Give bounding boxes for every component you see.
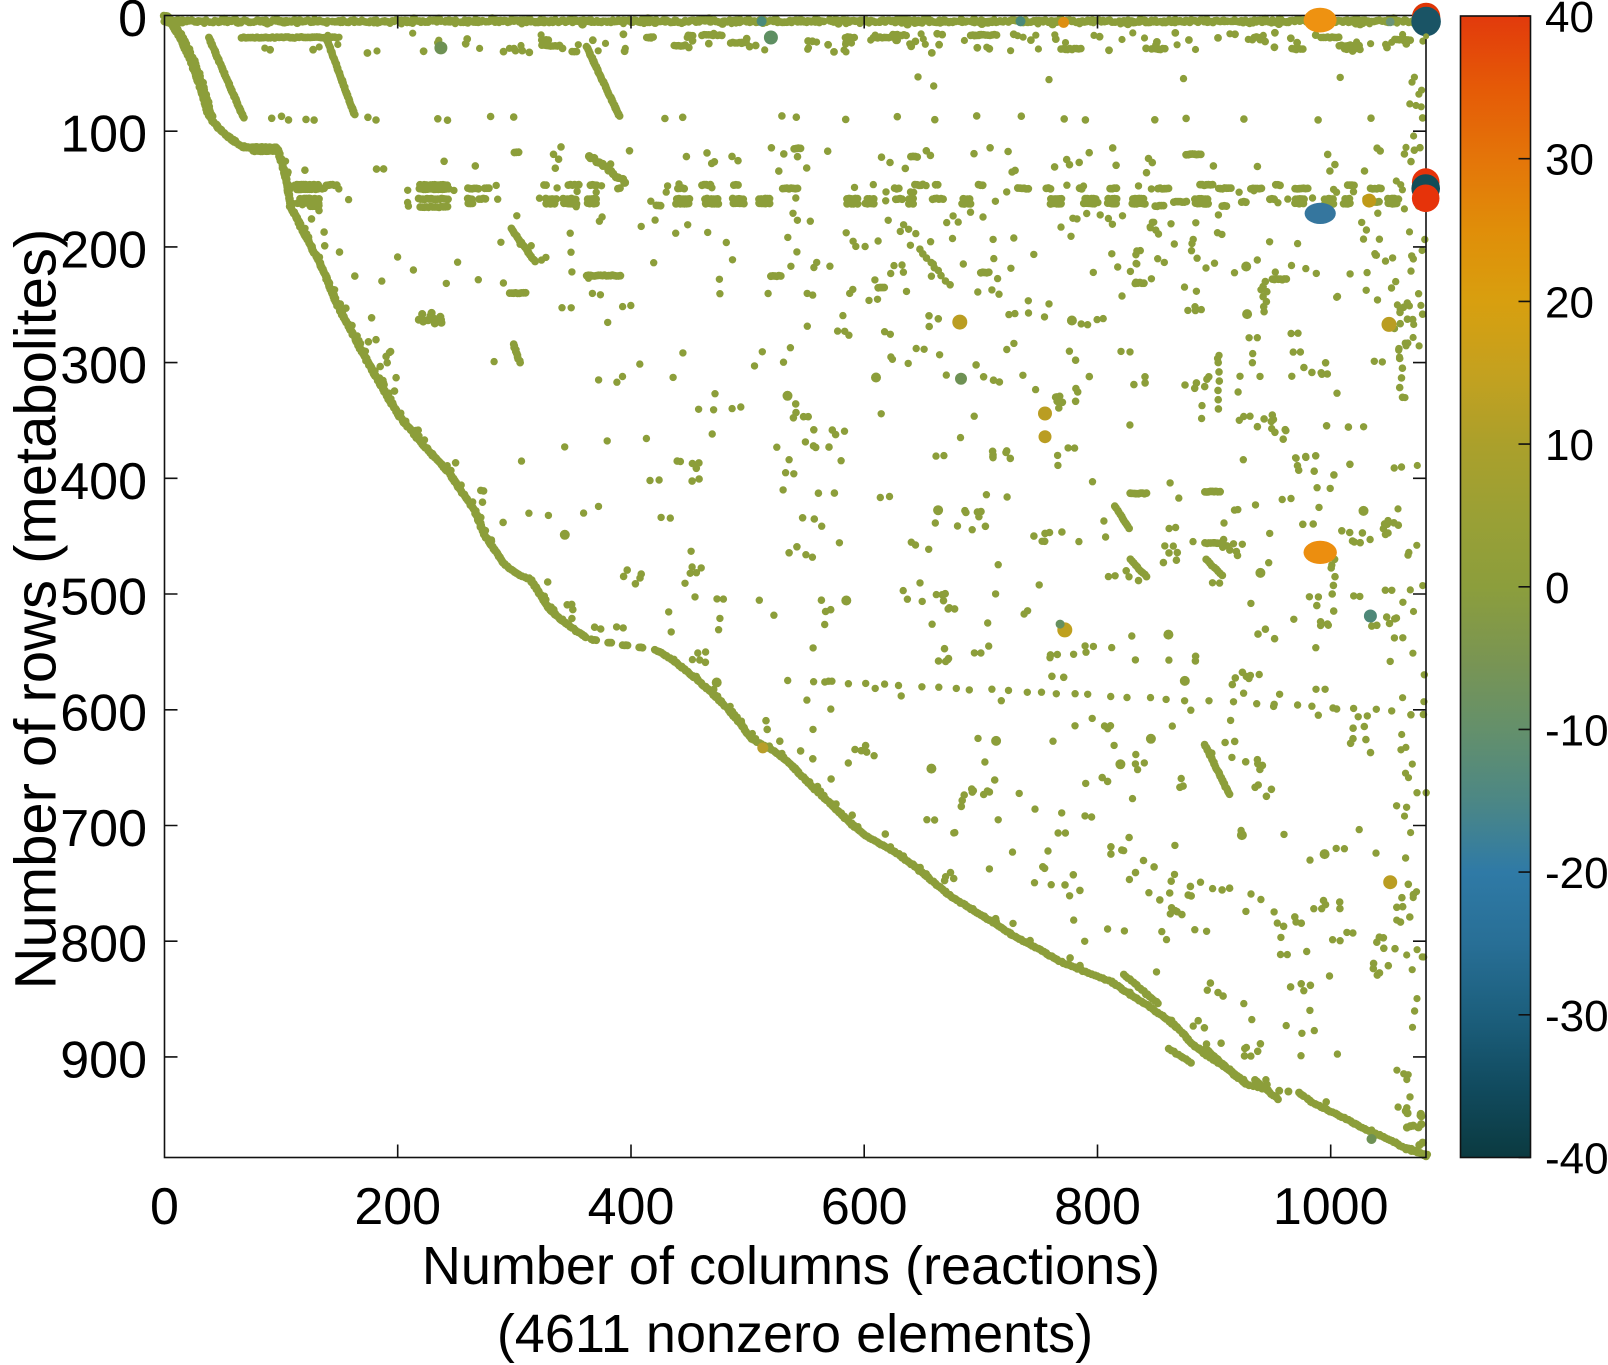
svg-text:500: 500 (60, 569, 147, 627)
svg-text:900: 900 (60, 1031, 147, 1089)
svg-text:600: 600 (821, 1178, 908, 1236)
svg-text:-40: -40 (1545, 1135, 1608, 1184)
svg-text:100: 100 (60, 106, 147, 164)
svg-text:200: 200 (60, 221, 147, 279)
svg-text:10: 10 (1545, 421, 1594, 470)
svg-text:0: 0 (118, 0, 147, 48)
svg-text:0: 0 (1545, 564, 1569, 613)
svg-text:-10: -10 (1545, 706, 1608, 755)
svg-text:40: 40 (1545, 0, 1594, 42)
svg-text:(4611 nonzero elements): (4611 nonzero elements) (497, 1304, 1093, 1364)
svg-text:300: 300 (60, 337, 147, 395)
svg-text:20: 20 (1545, 278, 1594, 327)
svg-text:Number of rows (metabolites): Number of rows (metabolites) (4, 229, 69, 990)
svg-text:800: 800 (60, 916, 147, 974)
svg-text:600: 600 (60, 684, 147, 742)
svg-text:Number of columns (reactions): Number of columns (reactions) (422, 1236, 1160, 1296)
svg-text:700: 700 (60, 800, 147, 858)
svg-text:200: 200 (354, 1178, 441, 1236)
svg-text:-20: -20 (1545, 849, 1608, 898)
svg-text:400: 400 (588, 1178, 675, 1236)
svg-text:0: 0 (150, 1178, 179, 1236)
svg-text:800: 800 (1054, 1178, 1141, 1236)
svg-text:30: 30 (1545, 136, 1594, 185)
svg-text:-30: -30 (1545, 992, 1608, 1041)
svg-text:1000: 1000 (1273, 1178, 1389, 1236)
svg-text:400: 400 (60, 453, 147, 511)
